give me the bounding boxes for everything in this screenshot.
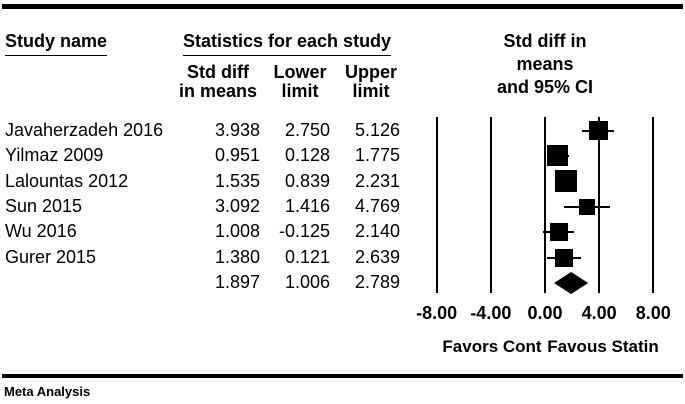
lower-limit-cell: 1.416 [284,196,330,216]
std-diff-cell: 3.092 [214,196,260,216]
study-name-cell: Yilmaz 2009 [5,145,104,166]
axis-gridline [435,117,438,293]
axis-tick-label: 4.00 [581,303,617,323]
table-row: Wu 2016 1.008 -0.125 2.140 [0,219,420,244]
upper-limit-cell: 2.140 [354,221,400,242]
effect-square [547,145,569,167]
axis-tick-label: -4.00 [470,303,512,323]
top-rule [2,4,683,9]
favors-statin-label: Favous Statin [547,337,659,356]
effect-square [578,198,595,215]
lower-limit-cell: 0.839 [284,170,330,191]
upper-limit-cell: 2.789 [354,272,400,293]
table-row: Gurer 2015 1.380 0.121 2.639 [0,245,420,270]
effect-square [588,121,608,140]
std-diff-cell: 3.938 [214,119,260,140]
summary-diamond [553,271,588,294]
table-row: Yilmaz 2009 0.951 0.128 1.775 [0,143,420,168]
std-diff-cell: 1.897 [214,272,260,293]
upper-limit-cell: 4.769 [354,196,400,216]
lower-limit-cell: 0.128 [284,145,330,166]
bottom-rule [2,374,683,378]
statistics-group-header: Statistics for each study [183,31,392,56]
effect-square [549,223,568,242]
study-name-cell: Lalountas 2012 [5,170,129,191]
lower-limit-cell: -0.125 [278,221,330,242]
std-diff-cell: 1.535 [214,170,260,191]
std-diff-cell: 1.008 [214,221,260,242]
upper-limit-cell: 5.126 [354,119,400,140]
table-row: Javaherzadeh 2016 3.938 2.750 5.126 [0,118,420,143]
plot-column-header: Std diff in means and 95% CI [496,31,594,97]
table-row: Lalountas 2012 1.535 0.839 2.231 [0,169,420,194]
study-name-cell: Javaherzadeh 2016 [5,119,164,140]
axis-gridline [652,117,655,293]
upper-limit-cell: 1.775 [354,145,400,166]
table-row: Sun 2015 3.092 1.416 4.769 [0,194,420,219]
effect-square [554,170,577,193]
std-diff-cell: 0.951 [214,145,260,166]
axis-tick-label: -8.00 [416,303,458,323]
lower-limit-column-header: Lower limit [273,62,327,101]
lower-limit-cell: 2.750 [284,119,330,140]
axis-tick-label: 8.00 [635,303,671,323]
lower-limit-cell: 0.121 [284,246,330,267]
study-name-cell: Sun 2015 [5,196,83,216]
axis-gridline [489,117,492,293]
meta-analysis-label: Meta Analysis [4,384,91,399]
study-name-cell: Gurer 2015 [5,246,97,267]
axis-gridline [544,117,546,293]
summary-row: 1.897 1.006 2.789 [0,270,420,295]
favors-control-label: Favors Cont [442,337,542,356]
upper-limit-cell: 2.231 [354,170,400,191]
study-name-cell: Wu 2016 [5,221,77,242]
axis-tick-label: 0.00 [527,303,563,323]
upper-limit-column-header: Upper limit [344,62,398,101]
effect-square [554,248,573,267]
study-name-column-header: Study name [5,31,108,56]
lower-limit-cell: 1.006 [284,272,330,293]
axis-gridline [598,117,601,293]
upper-limit-cell: 2.639 [354,246,400,267]
std-diff-cell: 1.380 [214,246,260,267]
effect-column-header: Std diff in means [178,62,258,101]
